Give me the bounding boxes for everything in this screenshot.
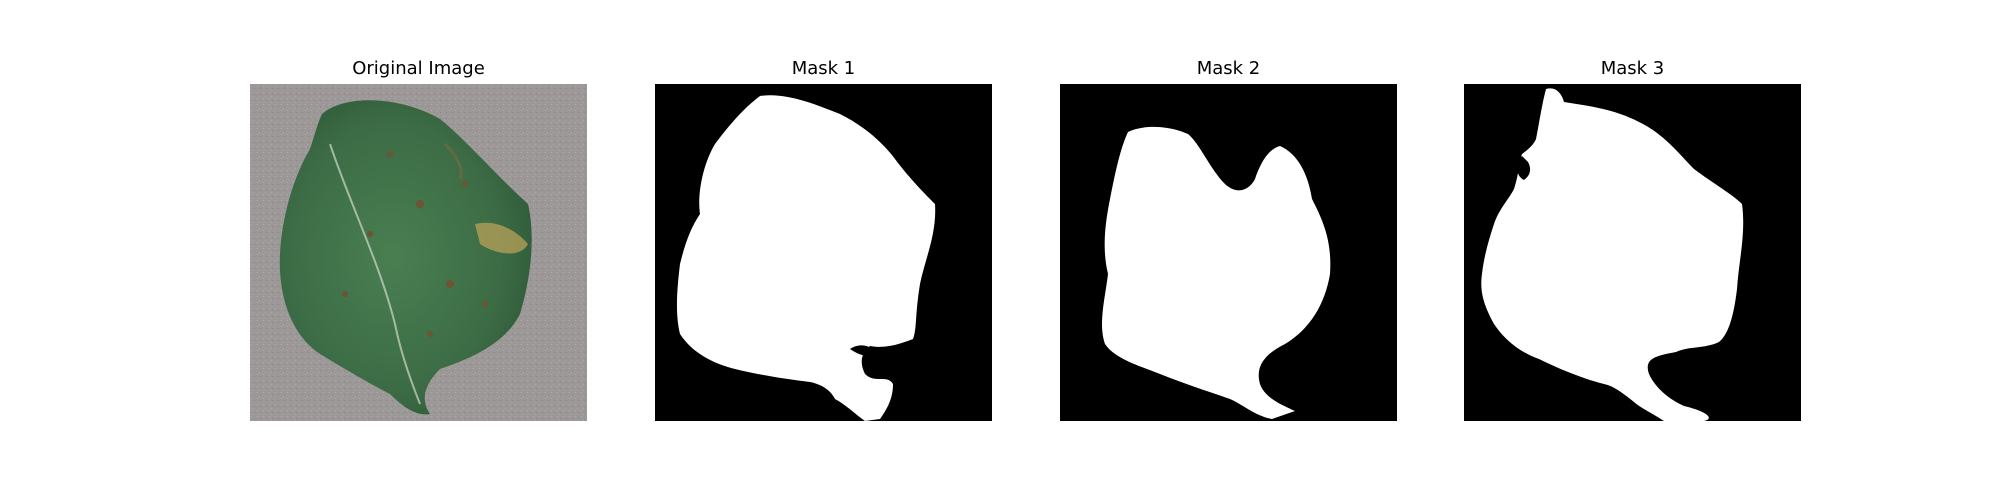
leaf-spot: [462, 181, 468, 187]
leaf-spot: [342, 291, 348, 297]
leaf-spot: [446, 280, 454, 288]
mask-3-image: [1464, 84, 1801, 421]
original-leaf-image: [250, 84, 587, 421]
leaf-spot: [416, 200, 424, 208]
panel-title-mask-1: Mask 1: [655, 58, 992, 79]
mask-2-panel: [1060, 84, 1397, 421]
panel-title-original-image: Original Image: [250, 58, 587, 79]
leaf-spot: [427, 331, 433, 337]
panel-title-mask-3: Mask 3: [1464, 58, 1801, 79]
leaf-spot: [367, 231, 373, 237]
panel-title-mask-2: Mask 2: [1060, 58, 1397, 79]
leaf-spot: [387, 151, 393, 157]
original-image-panel: [250, 84, 587, 421]
mask-2-image: [1060, 84, 1397, 421]
leaf-spot: [482, 301, 488, 307]
mask-3-panel: [1464, 84, 1801, 421]
mask-1-image: [655, 84, 992, 421]
mask-1-panel: [655, 84, 992, 421]
